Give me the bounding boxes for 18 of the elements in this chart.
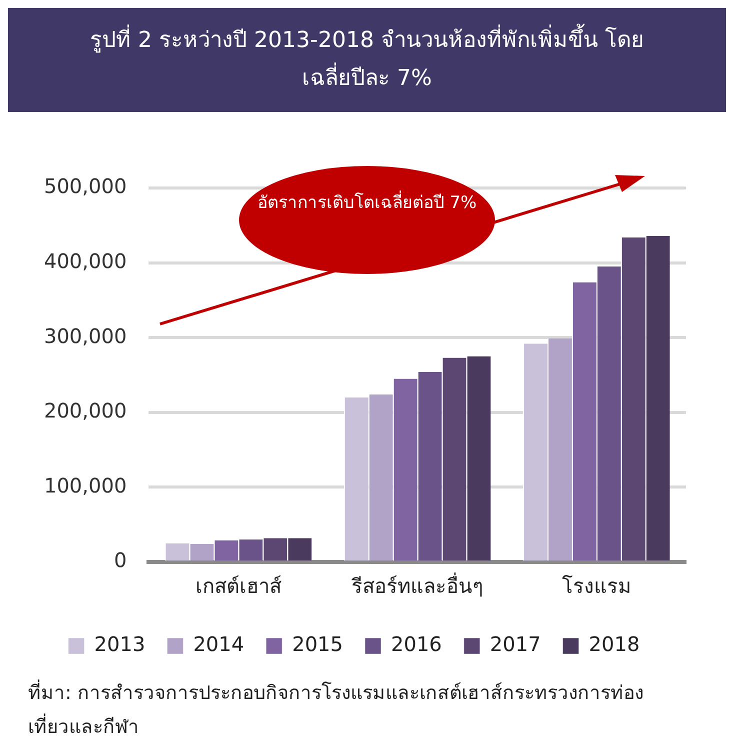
text: ที่มา: การสำรวจการประกอบกิจการโรงแรมและเกสต์เฮาส์กระทรวงการท่องเที่ยวและกีฬา (27, 678, 644, 740)
y-tick-label: 0 (114, 548, 127, 572)
y-tick-label: 400,000 (44, 249, 127, 274)
y-tick-label: 100,000 (44, 473, 127, 498)
legend-label: 2015 (292, 632, 344, 656)
y-tick-label: 500,000 (44, 174, 127, 198)
x-tick-label: โรงแรม (562, 574, 631, 598)
x-tick-label: รีสอร์ทและอื่นๆ (351, 572, 484, 598)
chart-title: รูปที่ 2 ระหว่างปี 2013-2018 จำนวนห้องที่พักเพิ่มขึ้น โดยเฉลี่ยปีละ 7% (8, 8, 726, 112)
legend-label: 2013 (94, 632, 146, 656)
legend-label: 2017 (490, 632, 541, 656)
x-tick-label: เกสต์เฮาส์ (195, 574, 282, 598)
legend-label: 2014 (193, 632, 244, 656)
y-tick-label: 200,000 (44, 398, 127, 423)
legend-label: 2016 (391, 632, 442, 656)
legend-label: 2018 (588, 632, 640, 656)
annotation: อัตราการเติบโตเฉลี่ยต่อปี 7% (256, 190, 478, 215)
y-tick-label: 300,000 (44, 324, 127, 348)
